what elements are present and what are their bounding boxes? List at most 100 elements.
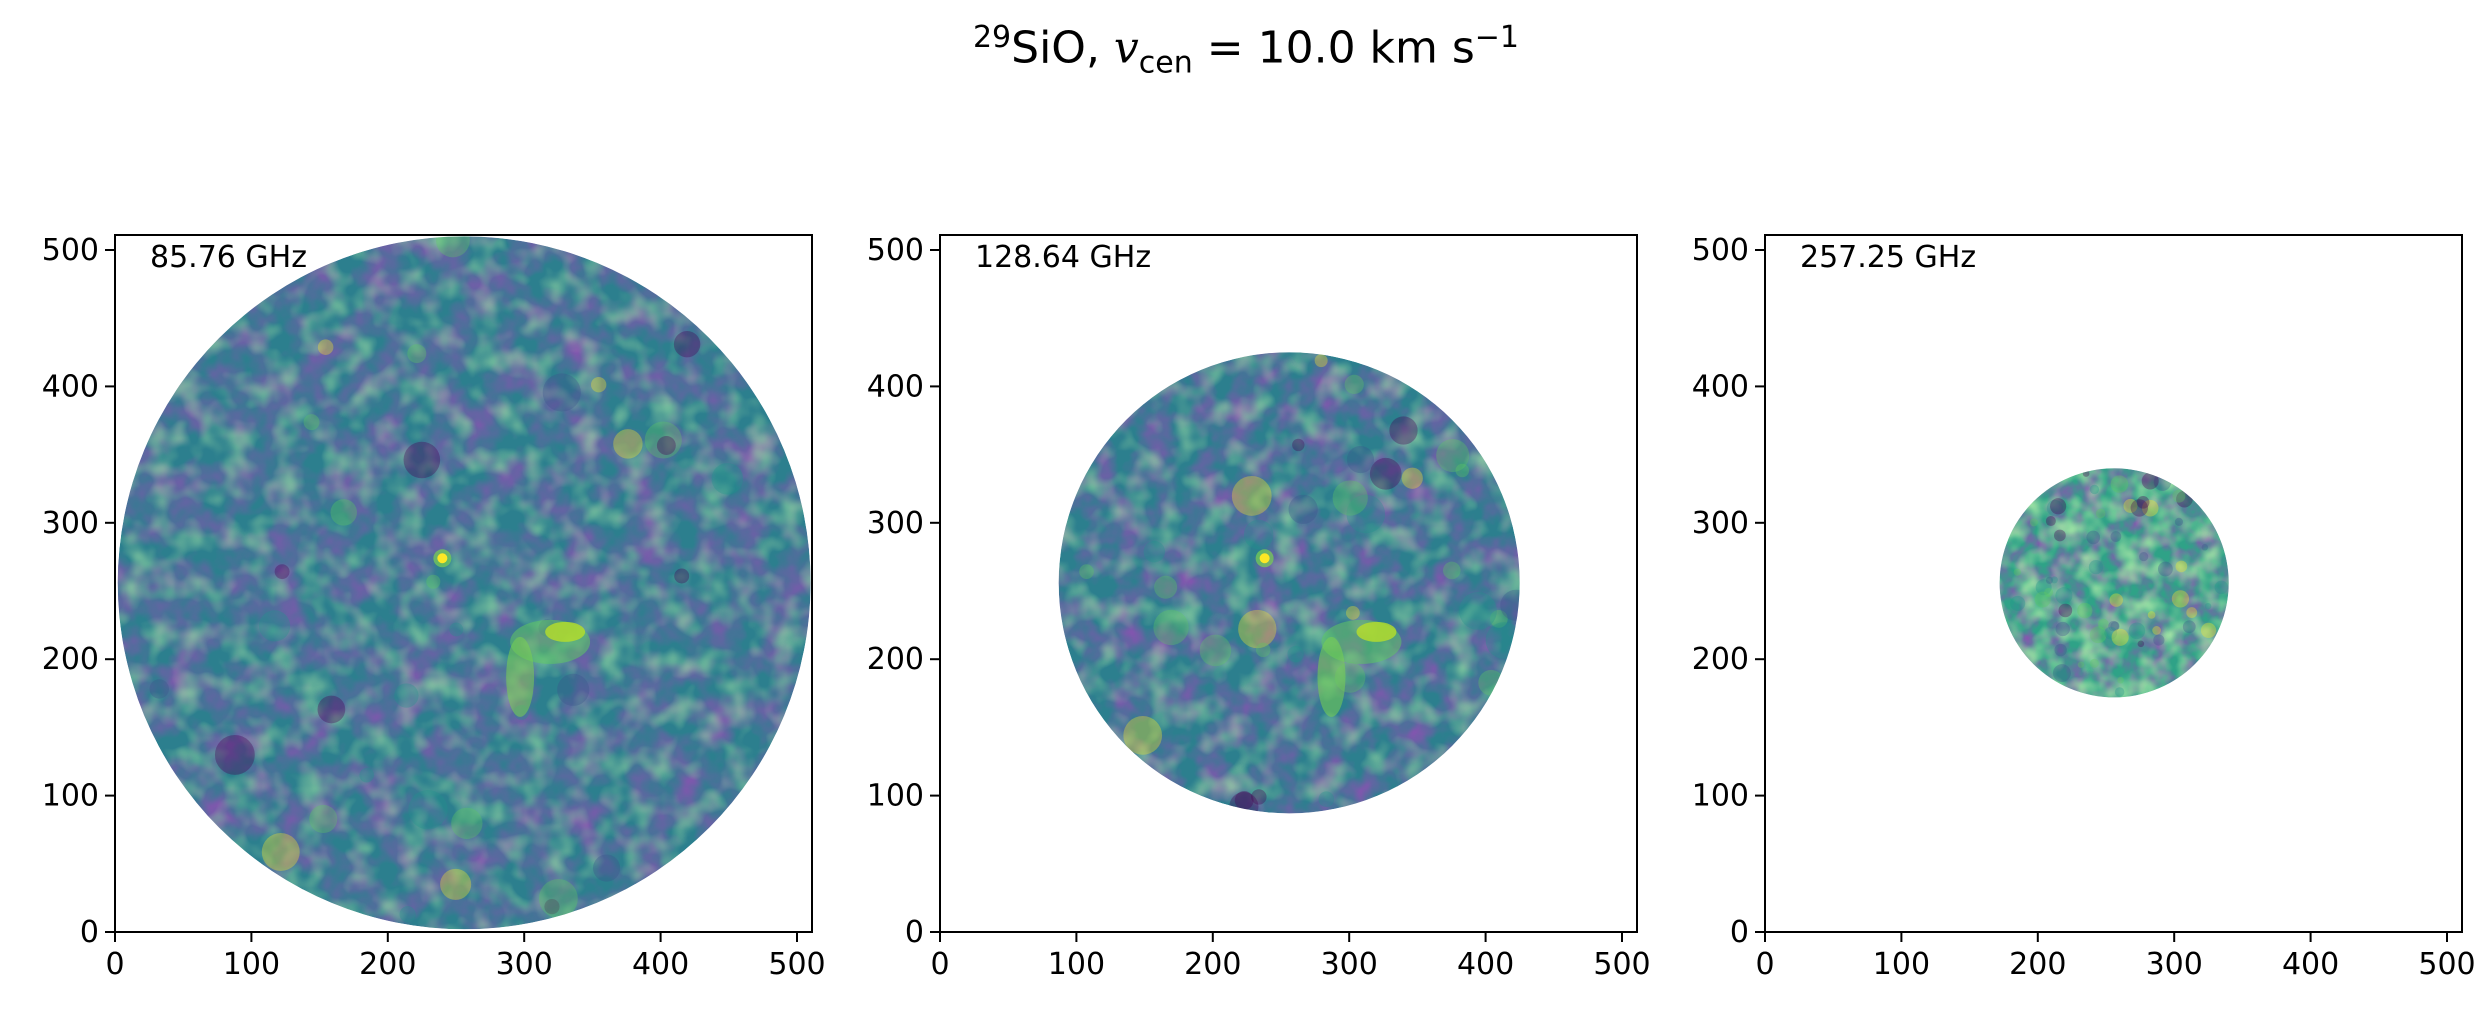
field-blob — [1229, 792, 1259, 814]
field-blob — [1314, 354, 1328, 368]
field-blob — [2182, 620, 2196, 634]
field-blob — [1489, 609, 1508, 628]
field-blob — [1455, 463, 1470, 478]
field-blob — [2147, 611, 2156, 619]
field-blob — [394, 683, 419, 708]
y-tick-label: 100 — [1692, 779, 1749, 814]
field-blob — [2050, 576, 2058, 584]
field-noise-bright — [117, 236, 811, 930]
field-blob — [2141, 499, 2159, 517]
field-blob — [149, 679, 169, 699]
field-blob — [1231, 476, 1272, 516]
emission-arm — [1317, 636, 1346, 717]
field-blob — [1500, 589, 1520, 621]
field-blob — [303, 414, 320, 431]
field-blob — [674, 568, 690, 584]
field-blob — [309, 804, 338, 834]
x-tick-label: 200 — [359, 947, 416, 982]
panel-2: 0 100 200 300 400 500 0 100 200 300 400 500 128.64 G… — [867, 233, 1651, 982]
title-variable: v — [1113, 22, 1139, 74]
field-blob — [2044, 587, 2054, 597]
x-tick-label: 100 — [223, 947, 280, 982]
field-blob — [2035, 579, 2052, 596]
field-blob — [2130, 499, 2149, 517]
field-blob — [2139, 552, 2149, 562]
panel-frequency-label: 128.64 GHz — [975, 240, 1151, 275]
x-tick-label: 300 — [1321, 947, 1378, 982]
field-blob — [1485, 622, 1520, 659]
title-species: SiO, — [1011, 22, 1114, 74]
field-blob — [2013, 568, 2021, 576]
field-blob — [2045, 515, 2056, 527]
x-tick-label: 200 — [1184, 947, 1241, 982]
axes-frame — [1764, 234, 2463, 933]
field-blob — [2029, 518, 2038, 527]
panel-frequency-label: 257.25 GHz — [1800, 240, 1976, 275]
y-tick-label: 400 — [867, 369, 924, 404]
field-blob — [2077, 661, 2085, 668]
field-blob — [2123, 498, 2138, 513]
y-tick-label: 300 — [867, 506, 924, 541]
field-blob — [2201, 544, 2209, 551]
field-blob — [613, 429, 643, 459]
y-tick-label: 500 — [867, 233, 924, 268]
y-tick-label: 400 — [42, 369, 99, 404]
field-blob — [2088, 559, 2104, 575]
field-blob — [2141, 472, 2159, 490]
field-blob — [2089, 658, 2099, 668]
field-blob — [644, 421, 682, 459]
field-blob — [1346, 494, 1386, 534]
field-blob — [399, 906, 416, 923]
field-blob — [1153, 609, 1189, 646]
field-blob — [426, 574, 441, 589]
field-image — [1058, 352, 1520, 814]
field-blob — [2097, 618, 2109, 630]
field-blob — [407, 344, 427, 364]
field-noise-bright — [1999, 468, 2229, 698]
field-blob — [2152, 626, 2161, 635]
x-tick-label: 300 — [496, 947, 553, 982]
x-tick-label: 0 — [105, 947, 124, 982]
field-blob — [1344, 374, 1364, 395]
panel-frequency-label: 85.76 GHz — [150, 240, 307, 275]
x-tick-label: 200 — [2009, 947, 2066, 982]
field-blob — [557, 673, 590, 706]
field-blob — [2136, 496, 2150, 509]
field-blob — [2053, 529, 2066, 542]
axes-frame — [114, 234, 813, 933]
field-blob — [2117, 676, 2124, 684]
source-peak — [1259, 553, 1270, 564]
field-blob — [2055, 587, 2073, 605]
title-isotope: 29 — [972, 20, 1012, 55]
emission-peak — [545, 621, 586, 642]
field-blob — [2045, 576, 2054, 584]
field-blob — [1255, 642, 1271, 658]
field-blob — [1287, 645, 1304, 663]
field-blob — [258, 610, 291, 642]
field-blob — [440, 868, 472, 900]
field-blob — [1332, 480, 1368, 516]
field-blob — [2108, 620, 2119, 632]
field-blob — [1234, 791, 1254, 810]
field-blob — [1251, 789, 1267, 805]
field-blob — [2175, 560, 2188, 573]
field-blob — [1442, 561, 1461, 580]
field-blob — [274, 564, 290, 580]
y-tick-label: 200 — [867, 642, 924, 677]
field-blob — [2186, 607, 2198, 618]
x-tick-label: 100 — [1873, 947, 1930, 982]
field-blob — [2089, 484, 2100, 495]
field-blob — [1478, 669, 1504, 696]
x-tick-label: 400 — [632, 947, 689, 982]
field-blob — [317, 695, 346, 724]
y-tick-label: 300 — [1692, 506, 1749, 541]
axes-frame — [939, 234, 1638, 933]
field-blob — [1243, 519, 1274, 550]
field-blob — [2089, 626, 2107, 644]
field-blob — [538, 879, 578, 918]
source-peak — [437, 553, 448, 564]
field-blob — [1079, 564, 1094, 579]
field-blob — [359, 767, 375, 783]
field-blob — [2058, 603, 2073, 618]
field-blob — [2055, 621, 2070, 637]
